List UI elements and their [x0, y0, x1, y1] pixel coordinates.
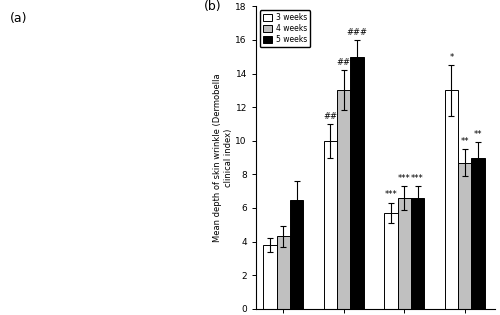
Bar: [324, 141, 337, 309]
Bar: [398, 198, 411, 309]
Bar: [411, 198, 424, 309]
Bar: [458, 163, 471, 309]
Bar: [472, 158, 484, 309]
Bar: [337, 90, 350, 309]
Bar: [445, 90, 458, 309]
Text: ***: ***: [411, 174, 424, 183]
Text: *: *: [450, 53, 454, 62]
Y-axis label: Mean depth of skin wrinkle (Dermobella
clinical index): Mean depth of skin wrinkle (Dermobella c…: [214, 73, 233, 242]
Bar: [276, 237, 290, 309]
Text: ***: ***: [398, 174, 410, 183]
Bar: [384, 213, 398, 309]
Bar: [263, 245, 276, 309]
Bar: [290, 199, 303, 309]
Text: ##: ##: [336, 58, 350, 67]
Legend: 3 weeks, 4 weeks, 5 weeks: 3 weeks, 4 weeks, 5 weeks: [260, 10, 310, 47]
Text: **: **: [474, 130, 482, 139]
Text: **: **: [460, 137, 469, 146]
Bar: [350, 57, 364, 309]
Text: ###: ###: [346, 27, 368, 37]
Text: ***: ***: [384, 191, 398, 199]
Text: (a): (a): [10, 12, 28, 25]
Text: (b): (b): [204, 0, 221, 13]
Text: ##: ##: [324, 112, 338, 121]
